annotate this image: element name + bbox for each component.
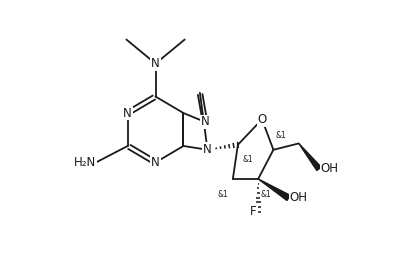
Polygon shape [258,179,290,200]
Text: &1: &1 [276,131,287,140]
Text: N: N [123,106,132,119]
Text: N: N [151,156,160,169]
Text: N: N [203,143,212,156]
Text: O: O [257,113,266,126]
Text: &1: &1 [217,190,228,199]
Text: &1: &1 [242,155,253,164]
Text: F: F [250,205,257,218]
Polygon shape [299,143,321,170]
Text: OH: OH [320,162,339,175]
Text: OH: OH [290,191,308,204]
Text: H₂N: H₂N [74,156,96,169]
Text: N: N [200,116,209,128]
Text: &1: &1 [261,190,271,199]
Text: N: N [151,57,160,70]
